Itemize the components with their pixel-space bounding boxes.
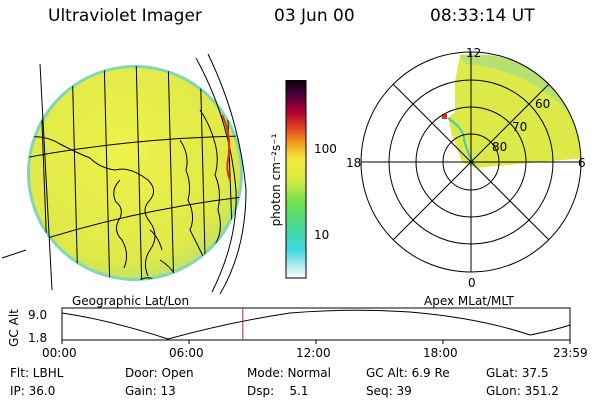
altitude-tick-high: 9.0 bbox=[28, 308, 48, 322]
colorbar-scale bbox=[285, 80, 307, 279]
info-mode: Mode: Normal bbox=[247, 366, 331, 380]
altitude-time-ticks bbox=[61, 340, 571, 344]
info-glon: GLon: 351.2 bbox=[486, 384, 559, 398]
altitude-curve bbox=[61, 309, 571, 340]
date-label: 03 Jun 00 bbox=[274, 6, 355, 26]
info-dsp: Dsp: 5.1 bbox=[247, 384, 309, 398]
time-tick-0000: 00:00 bbox=[42, 346, 77, 360]
polar-grid bbox=[360, 51, 582, 273]
mlat-label-80: 80 bbox=[492, 140, 508, 154]
colorbar-tick-100: 100 bbox=[314, 142, 337, 156]
grid-overflow-lines bbox=[1, 53, 247, 295]
time-label: 08:33:14 UT bbox=[430, 6, 535, 26]
polar-red-spot bbox=[442, 114, 447, 119]
geographic-disk-image bbox=[1, 53, 247, 295]
time-tick-1200: 12:00 bbox=[296, 346, 331, 360]
colorbar-unit-label: photon cm⁻²s⁻¹ bbox=[269, 133, 283, 227]
apex-projection-label: Apex MLat/MLT bbox=[424, 294, 514, 308]
time-tick-2359: 23:59 bbox=[553, 346, 588, 360]
colorbar-tick-10: 10 bbox=[314, 228, 330, 242]
mlat-label-60: 60 bbox=[535, 97, 551, 111]
info-seq: Seq: 39 bbox=[366, 384, 412, 398]
mlat-label-70: 70 bbox=[512, 120, 528, 134]
mlt-label-18: 18 bbox=[346, 156, 362, 170]
info-ip: IP: 36.0 bbox=[10, 384, 56, 398]
time-tick-0600: 06:00 bbox=[169, 346, 204, 360]
geographic-projection-label: Geographic Lat/Lon bbox=[72, 294, 190, 308]
disk-fill bbox=[30, 68, 240, 278]
aurora-red-arc bbox=[221, 114, 231, 181]
instrument-title: Ultraviolet Imager bbox=[48, 6, 202, 26]
altitude-timeline-plot bbox=[61, 307, 571, 344]
polar-aurora-fill bbox=[447, 54, 581, 168]
time-tick-1800: 18:00 bbox=[423, 346, 458, 360]
mlt-label-0: 0 bbox=[468, 276, 476, 290]
info-door: Door: Open bbox=[125, 366, 194, 380]
mlt-label-6: 6 bbox=[578, 156, 586, 170]
info-gc-alt: GC Alt: 6.9 Re bbox=[366, 366, 450, 380]
mlt-label-12: 12 bbox=[466, 46, 482, 60]
altitude-tick-low: 1.8 bbox=[28, 331, 48, 345]
info-glat: GLat: 37.5 bbox=[486, 366, 549, 380]
info-filter: Flt: LBHL bbox=[10, 366, 64, 380]
polar-mlt-plot bbox=[360, 51, 582, 273]
info-gain: Gain: 13 bbox=[125, 384, 176, 398]
